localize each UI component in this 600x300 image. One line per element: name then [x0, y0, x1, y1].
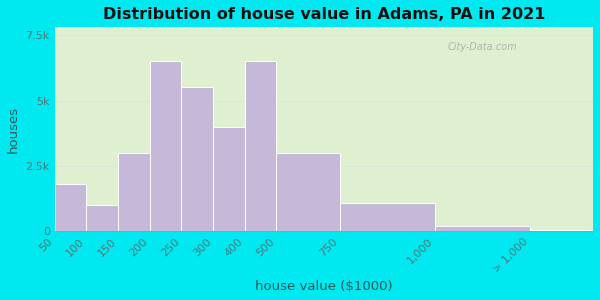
- Bar: [118, 153, 149, 231]
- Y-axis label: houses: houses: [7, 106, 20, 153]
- Bar: [55, 184, 86, 231]
- Text: City-Data.com: City-Data.com: [448, 42, 517, 52]
- Bar: [213, 127, 245, 231]
- Bar: [181, 87, 213, 231]
- Bar: [277, 153, 340, 231]
- Bar: [245, 61, 277, 231]
- Bar: [434, 226, 530, 231]
- Bar: [530, 230, 593, 231]
- Bar: [340, 202, 434, 231]
- Bar: [149, 61, 181, 231]
- Bar: [86, 205, 118, 231]
- X-axis label: house value ($1000): house value ($1000): [255, 280, 392, 293]
- Title: Distribution of house value in Adams, PA in 2021: Distribution of house value in Adams, PA…: [103, 7, 545, 22]
